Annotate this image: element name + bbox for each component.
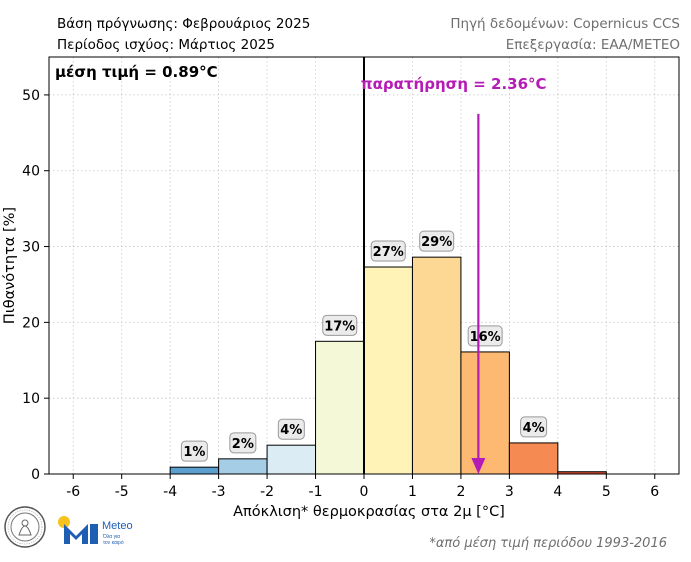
bar-labels-group: 1% 2% 4% 17% 27% 29% 16% 4%	[180, 230, 548, 462]
validity-period-label: Περίοδος ισχύος: Μάρτιος 2025	[57, 37, 275, 53]
footnote: *από μέση τιμή περιόδου 1993-2016	[429, 536, 667, 551]
x-tick-label: -6	[66, 484, 80, 500]
x-tick-label: 4	[553, 484, 562, 500]
x-tick-label: -4	[163, 484, 177, 500]
histogram-bar	[218, 458, 268, 475]
processing-label: Επεξεργασία: ΕΑΑ/METEO	[505, 37, 680, 53]
annotations-group: μέση τιμή = 0.89°C παρατήρηση = 2.36°C	[55, 63, 547, 474]
histogram-bar	[411, 256, 462, 475]
bar-value-label: 4%	[280, 423, 302, 438]
histogram-bar	[460, 351, 510, 475]
meteo-logo: Meteo Όλα για τον καιρό	[56, 514, 146, 548]
meteo-tagline-2: τον καιρό	[103, 540, 124, 546]
bar-value-label: 4%	[523, 421, 545, 436]
bar-value-label: 16%	[470, 330, 501, 345]
y-tick-label: 10	[22, 391, 40, 407]
x-tick-label: -2	[260, 484, 274, 500]
x-tick-label: 0	[360, 484, 369, 500]
bars-group	[169, 256, 607, 475]
histogram-bar	[508, 442, 559, 475]
bar-value-label: 29%	[421, 235, 452, 250]
bar-label-box	[322, 314, 358, 336]
x-tick-label: -1	[309, 484, 323, 500]
meteo-brand-text: Meteo	[102, 520, 133, 532]
bar-label-box	[520, 416, 548, 438]
x-tick-label: 6	[650, 484, 659, 500]
observation-arrow-head	[471, 458, 486, 474]
meteo-tagline-1: Όλα για	[103, 534, 121, 540]
x-tick-label: 1	[408, 484, 417, 500]
y-tick-label: 40	[22, 164, 40, 180]
bar-label-box	[277, 418, 305, 440]
y-axis-label: Πιθανότητα [%]	[2, 207, 18, 324]
x-axis-label: Απόκλιση* θερμοκρασίας στα 2μ [°C]	[233, 504, 505, 520]
bar-value-label: 27%	[373, 245, 404, 260]
data-source-label: Πηγή δεδομένων: Copernicus CCS	[450, 16, 680, 32]
axes-group: -6 -5 -4 -3 -2 -1 0 1 2 3 4 5 6 0 10 20 30 40 50 Απόκλιση* …	[2, 56, 680, 520]
bar-label-box	[467, 325, 503, 347]
meteo-mark-icon	[58, 516, 98, 544]
x-tick-label: -5	[115, 484, 129, 500]
bar-value-label: 17%	[324, 319, 355, 334]
x-tick-label: 3	[505, 484, 514, 500]
histogram-bar	[266, 444, 317, 475]
bar-label-box	[229, 432, 257, 454]
y-tick-label: 0	[31, 467, 40, 483]
histogram-bar	[315, 340, 365, 475]
histogram-bar	[363, 266, 413, 475]
y-tick-label: 30	[22, 240, 40, 256]
bar-value-label: 1%	[183, 445, 205, 460]
forecast-base-label: Βάση πρόγνωσης: Φεβρουάριος 2025	[57, 16, 311, 32]
academy-seal-logo	[4, 506, 46, 548]
x-tick-label: -3	[212, 484, 226, 500]
bar-label-box	[370, 240, 406, 262]
y-tick-label: 20	[22, 315, 40, 331]
observation-label: παρατήρηση = 2.36°C	[361, 75, 547, 93]
x-tick-label: 5	[602, 484, 611, 500]
bar-label-box	[180, 440, 208, 462]
histogram-bar	[169, 466, 220, 475]
mean-value-label: μέση τιμή = 0.89°C	[55, 63, 218, 81]
bar-value-label: 2%	[232, 437, 254, 452]
x-tick-label: 2	[456, 484, 465, 500]
y-tick-label: 50	[22, 88, 40, 104]
bar-label-box	[419, 230, 455, 252]
